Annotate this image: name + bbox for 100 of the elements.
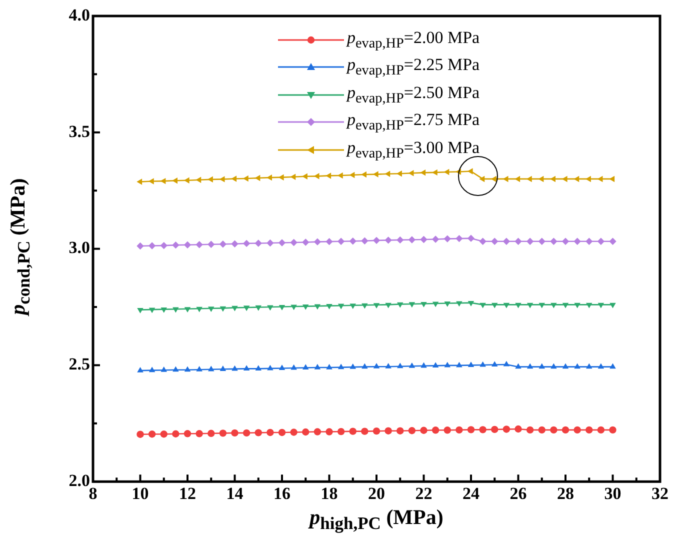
point [338,364,344,370]
point [326,172,332,179]
legend-label: p$_{evap,HP}$=2.50 MPa [347,82,480,107]
point [278,364,286,370]
point [254,174,260,182]
point [196,176,202,184]
point [208,176,213,183]
x-axis-title: p$_{high,PC}$ (MPa) [307,505,444,534]
point [586,176,591,182]
point [160,242,168,250]
point [468,362,474,367]
point [385,362,392,368]
point [278,239,286,246]
point [326,304,332,310]
point [432,236,440,243]
point [136,178,142,185]
point [160,366,167,372]
point [184,307,191,312]
point [148,242,156,250]
point [373,362,380,368]
point [396,236,404,244]
point [172,366,179,372]
point [220,366,226,371]
point [137,366,144,372]
point [337,238,345,245]
point [491,426,498,434]
point [479,176,485,182]
point [526,363,534,369]
point [538,363,545,369]
point [184,430,192,438]
point [515,302,522,308]
point [514,425,522,433]
point [586,238,593,245]
point [337,172,343,179]
point [586,363,592,369]
point [479,238,486,245]
point [491,238,498,245]
point [550,363,557,369]
x-tick-label: 16 [274,484,290,504]
point [491,176,496,182]
point [242,429,250,437]
point [349,428,356,435]
point [220,306,226,312]
x-tick-label: 28 [557,484,574,504]
point [196,430,203,438]
point [314,238,322,246]
point [242,175,248,182]
point [562,176,568,182]
point [208,366,214,372]
point [538,238,546,245]
point [420,170,426,176]
x-tick-label: 18 [320,484,338,504]
point [526,176,532,182]
point [432,362,439,368]
point [302,173,308,180]
point [598,302,604,308]
point [586,426,593,434]
point [196,241,203,248]
point [243,306,250,312]
point [502,176,508,182]
point [136,242,144,250]
point [384,236,392,244]
point [550,176,556,182]
point [432,169,438,176]
point [160,178,166,184]
point [574,363,580,369]
point [526,238,534,245]
point [326,428,333,436]
x-tick-label: 32 [652,484,668,504]
x-tick-label: 20 [368,484,385,504]
point [420,236,428,244]
point [432,426,440,434]
point [266,174,272,181]
point [385,302,392,308]
point [362,303,368,309]
point [456,234,463,242]
point [184,241,192,248]
point [384,427,392,434]
point [362,363,368,369]
point [550,238,558,245]
point [302,304,309,310]
point [574,176,580,182]
point [278,428,286,436]
y-tick-label: 3.0 [68,238,90,258]
point [609,238,616,245]
point [597,426,605,434]
point [467,426,475,434]
point [231,429,238,437]
point [302,238,310,246]
point [492,302,498,308]
point [456,362,462,368]
point [492,361,498,367]
x-tick-label: 8 [88,484,98,504]
point [550,426,558,434]
point [196,306,202,312]
point [609,426,616,434]
point [396,427,404,434]
point [172,307,179,313]
point [160,308,167,313]
point [208,430,215,438]
